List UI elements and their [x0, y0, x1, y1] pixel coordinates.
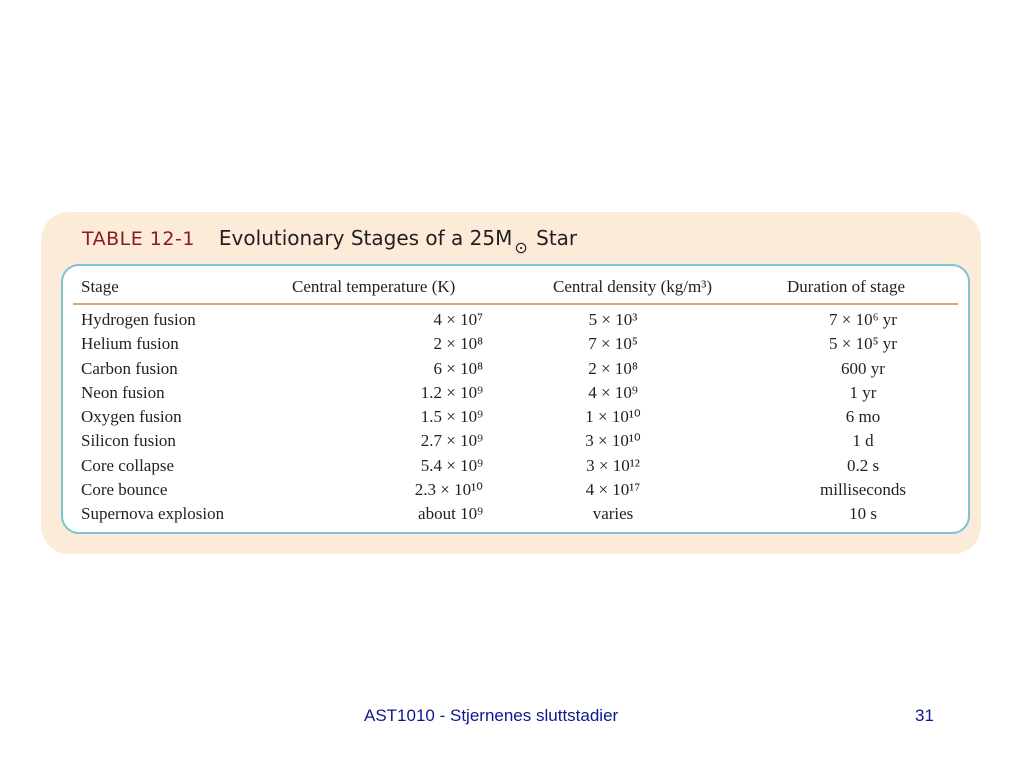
slide-number: 31: [915, 706, 934, 725]
cell-stage: Silicon fusion: [81, 431, 176, 451]
cell-duration: 6 mo: [845, 407, 881, 427]
cell-stage: Core bounce: [81, 480, 168, 500]
table-row: Silicon fusion 2.7 × 10⁹ 3 × 10¹⁰ 1 d: [63, 431, 968, 455]
header-central-density: Central density (kg/m³): [553, 277, 713, 296]
cell-duration: 10 s: [849, 504, 877, 524]
table-body: Hydrogen fusion 4 × 10⁷ 5 × 10³ 7 × 10⁶ …: [63, 310, 968, 529]
header-central-temperature: Central temperature (K): [292, 277, 456, 296]
cell-stage: Neon fusion: [81, 382, 165, 402]
table-row: Core bounce 2.3 × 10¹⁰ 4 × 10¹⁷ millisec…: [63, 480, 968, 504]
cell-density: 5 × 10³: [588, 310, 638, 329]
cell-duration: 5 × 10⁵ yr: [829, 334, 897, 354]
cell-temperature: 1.2 × 10⁹: [420, 382, 483, 402]
cell-duration: 1 d: [852, 431, 874, 451]
table-panel: TABLE 12-1 Evolutionary Stages of a 25M ⊙…: [41, 212, 981, 554]
table-title-row: TABLE 12-1 Evolutionary Stages of a 25M ⊙…: [82, 226, 577, 258]
cell-temperature: 5.4 × 10⁹: [420, 455, 483, 475]
cell-temperature: 2.3 × 10¹⁰: [414, 480, 483, 500]
cell-density: 7 × 10⁵: [588, 334, 638, 354]
table-row: Supernova explosion about 10⁹ varies 10 …: [63, 504, 968, 528]
cell-density: 4 × 10¹⁷: [585, 480, 641, 500]
cell-temperature: 6 × 10⁸: [433, 358, 483, 378]
table-title-prefix: Evolutionary Stages of a 25M: [218, 226, 513, 250]
table-row: Core collapse 5.4 × 10⁹ 3 × 10¹² 0.2 s: [63, 456, 968, 480]
cell-density: 1 × 10¹⁰: [585, 407, 641, 427]
table-row: Oxygen fusion 1.5 × 10⁹ 1 × 10¹⁰ 6 mo: [63, 407, 968, 431]
cell-duration: 600 yr: [841, 358, 885, 378]
cell-temperature: about 10⁹: [418, 504, 483, 524]
header-stage: Stage: [81, 277, 119, 296]
table-title-suffix: Star: [529, 226, 578, 250]
cell-density: 4 × 10⁹: [588, 382, 638, 402]
cell-temperature: 2.7 × 10⁹: [420, 431, 483, 451]
cell-stage: Core collapse: [81, 455, 174, 475]
cell-stage: Carbon fusion: [81, 358, 178, 378]
cell-stage: Hydrogen fusion: [81, 310, 196, 329]
cell-temperature: 1.5 × 10⁹: [420, 407, 483, 427]
cell-duration: milliseconds: [820, 480, 906, 500]
sun-symbol-icon: ⊙: [514, 238, 528, 257]
slide-footer: AST1010 - Stjernenes sluttstadier: [364, 706, 619, 725]
cell-temperature: 2 × 10⁸: [433, 334, 483, 354]
cell-duration: 1 yr: [849, 382, 877, 402]
table-box: Stage Central temperature (K) Central de…: [61, 264, 970, 534]
table-row: Hydrogen fusion 4 × 10⁷ 5 × 10³ 7 × 10⁶ …: [63, 310, 968, 334]
cell-duration: 7 × 10⁶ yr: [829, 310, 897, 329]
table-title: Evolutionary Stages of a 25M ⊙ Star: [218, 226, 578, 257]
table-row: Neon fusion 1.2 × 10⁹ 4 × 10⁹ 1 yr: [63, 383, 968, 407]
table-row: Helium fusion 2 × 10⁸ 7 × 10⁵ 5 × 10⁵ yr: [63, 334, 968, 358]
cell-density: 3 × 10¹⁰: [585, 431, 641, 451]
cell-density: varies: [592, 504, 634, 524]
cell-stage: Oxygen fusion: [81, 407, 182, 427]
header-duration: Duration of stage: [787, 277, 906, 296]
cell-density: 2 × 10⁸: [588, 358, 638, 378]
table-label: TABLE 12-1: [82, 228, 195, 250]
cell-stage: Supernova explosion: [81, 504, 225, 524]
table-row: Carbon fusion 6 × 10⁸ 2 × 10⁸ 600 yr: [63, 359, 968, 383]
cell-duration: 0.2 s: [846, 455, 880, 475]
header-divider: [73, 303, 958, 305]
cell-density: 3 × 10¹²: [586, 455, 640, 475]
cell-temperature: 4 × 10⁷: [433, 310, 483, 329]
cell-stage: Helium fusion: [81, 334, 179, 354]
